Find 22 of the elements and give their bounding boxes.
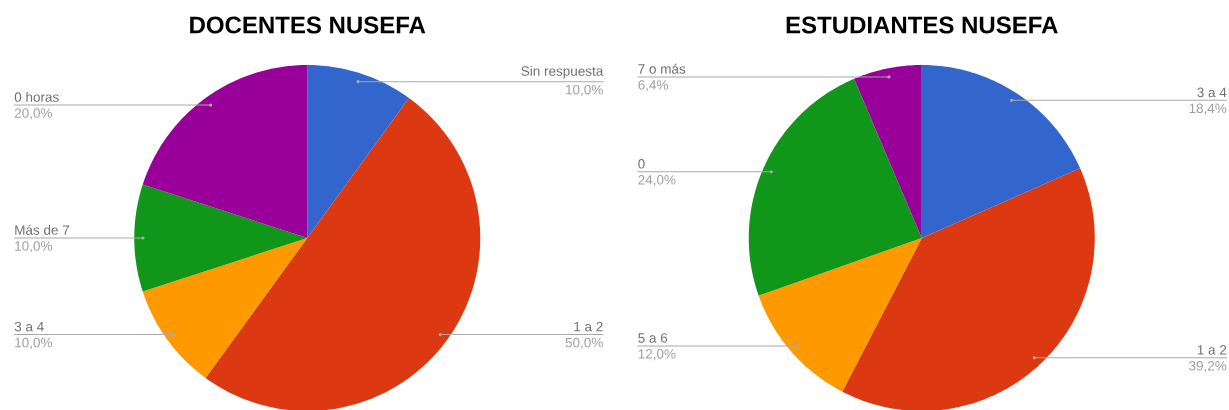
slice-label: 1 a 2 — [1197, 345, 1227, 355]
data-label: 10,0% — [15, 241, 52, 253]
slice-label: 7 o más — [638, 63, 686, 74]
data-label: 10,0% — [566, 84, 603, 97]
slice-label: 5 a 6 — [638, 333, 668, 343]
data-label: 12,0% — [638, 349, 676, 361]
slice-label: 1 a 2 — [574, 321, 603, 332]
data-label: 10,0% — [15, 337, 52, 349]
slice-label: 0 — [638, 159, 645, 169]
slice-label: Sin respuesta — [521, 65, 604, 79]
slice-label: 3 a 4 — [14, 321, 44, 332]
chart-title: DOCENTES NUSEFA — [190, 16, 426, 34]
slice-label: Más de 7 — [15, 224, 70, 235]
data-label: 20,0% — [14, 108, 52, 120]
data-label: 39,2% — [1189, 361, 1227, 373]
data-label: 6,4% — [638, 80, 668, 92]
slice-label: 3 a 4 — [1197, 87, 1227, 98]
slice-label: 0 horas — [14, 91, 59, 102]
data-label: 18,4% — [1189, 103, 1227, 115]
data-label: 24,0% — [638, 174, 676, 187]
data-label: 50,0% — [565, 337, 603, 349]
chart-title: ESTUDIANTES NUSEFA — [786, 16, 1058, 34]
